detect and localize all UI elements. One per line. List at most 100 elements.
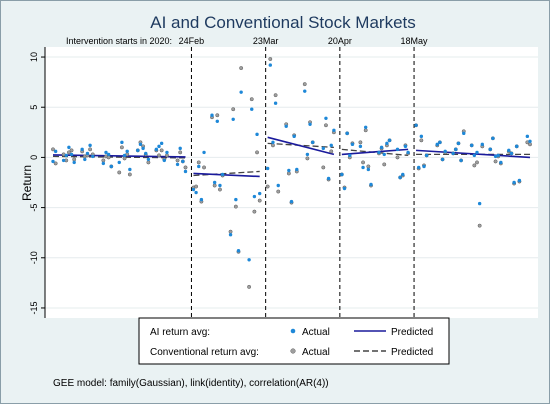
conv-actual-point — [72, 157, 77, 162]
conv-actual-point — [178, 150, 183, 155]
ai-actual-point — [212, 180, 217, 185]
conv-actual-point — [196, 160, 201, 165]
conv-actual-point — [419, 138, 424, 143]
ai-actual-point — [268, 63, 272, 67]
conv-actual-point — [302, 82, 307, 87]
conv-actual-point — [127, 172, 132, 177]
ai-actual-point — [64, 153, 68, 158]
conv-actual-point — [395, 155, 400, 160]
ai-actual-point — [305, 152, 310, 157]
actual-points — [51, 57, 532, 289]
conv-actual-point — [157, 153, 161, 158]
conv-actual-point — [273, 93, 278, 98]
ai-actual-point — [414, 123, 418, 127]
ai-actual-point — [239, 90, 243, 94]
ai-actual-point — [382, 152, 386, 157]
ai-actual-point — [80, 147, 84, 152]
ai-actual-point — [236, 249, 241, 253]
ai-actual-point — [462, 131, 466, 136]
conv-actual-point — [257, 198, 262, 203]
conv-actual-point — [88, 147, 93, 152]
ai-actual-point — [247, 258, 251, 262]
ai-actual-point — [369, 182, 373, 187]
ai-actual-point — [220, 172, 225, 177]
ai-actual-point — [438, 140, 442, 145]
ai-predicted-segment — [193, 172, 260, 178]
ai-actual-point — [377, 150, 381, 155]
ai-actual-point — [67, 145, 71, 150]
ai-actual-point — [218, 183, 222, 188]
ai-actual-point — [454, 147, 458, 152]
legend-ai-group: AI return avg: — [150, 327, 210, 338]
ai-actual-point — [342, 186, 347, 191]
ai-actual-point — [303, 89, 307, 93]
ai-actual-point — [250, 107, 254, 111]
legend-conv-predicted-label: Predicted — [391, 347, 433, 358]
ai-actual-point — [228, 232, 233, 237]
legend: AI return avg: Actual Predicted Conventi… — [138, 317, 450, 365]
ai-actual-point — [435, 142, 439, 147]
conv-actual-point — [202, 165, 207, 170]
conv-actual-point — [117, 170, 122, 175]
ai-actual-point — [385, 141, 389, 146]
ai-actual-point — [165, 150, 169, 155]
ai-predicted-segment — [52, 154, 186, 158]
ai-actual-point — [122, 153, 127, 158]
ai-actual-point — [162, 158, 166, 163]
conv-actual-point — [493, 159, 498, 164]
ai-actual-point — [472, 153, 477, 158]
ai-actual-point — [109, 164, 114, 169]
y-tick-label: 10 — [29, 52, 39, 62]
ai-actual-point — [234, 197, 238, 202]
y-tick-label: -10 — [29, 251, 39, 264]
conv-actual-point — [247, 284, 252, 289]
ai-actual-point — [496, 153, 500, 158]
conv-actual-point — [472, 163, 477, 168]
ai-actual-point — [398, 175, 402, 180]
y-axis-ticks: 10 5 0 -5 -10 -15 — [29, 52, 45, 314]
plot-area — [45, 47, 538, 318]
legend-box — [138, 317, 450, 365]
conv-actual-point — [366, 164, 371, 169]
ai-actual-point — [515, 144, 519, 149]
conv-actual-point — [175, 158, 180, 163]
ai-actual-point — [210, 113, 214, 117]
ai-actual-point — [470, 143, 474, 148]
ai-actual-point — [475, 150, 479, 155]
conv-actual-point — [215, 113, 220, 118]
ai-actual-point — [491, 136, 495, 141]
ai-predicted-segment — [267, 136, 335, 156]
ai-actual-point — [366, 167, 371, 172]
y-tick-label: -15 — [29, 301, 39, 314]
intervention-label: 18May — [401, 36, 429, 46]
ai-actual-point — [252, 194, 257, 199]
ai-actual-point — [106, 152, 111, 157]
legend-ai-predicted-label: Predicted — [391, 327, 433, 338]
conv-actual-point — [194, 184, 199, 189]
ai-actual-point — [183, 169, 188, 174]
ai-actual-point — [311, 140, 315, 145]
y-tick-label: -5 — [29, 204, 39, 212]
conv-actual-point — [165, 153, 169, 158]
ai-actual-point — [340, 172, 344, 177]
ai-actual-point — [419, 134, 424, 139]
ai-actual-point — [326, 176, 331, 181]
ai-actual-point — [499, 160, 503, 165]
conv-actual-point — [119, 145, 124, 150]
ai-actual-point — [271, 140, 275, 145]
conv-actual-point — [69, 148, 74, 153]
ai-actual-point — [255, 132, 259, 137]
ai-actual-point — [528, 139, 532, 144]
conv-actual-point — [358, 140, 363, 145]
ai-actual-point — [138, 142, 143, 147]
ai-actual-point — [120, 140, 124, 145]
ai-actual-point — [358, 144, 363, 149]
intervention-caption: Intervention starts in 2020: — [66, 36, 172, 46]
ai-actual-point — [477, 201, 482, 206]
ai-actual-point — [197, 164, 201, 169]
conv-actual-point — [286, 171, 291, 176]
conv-actual-point — [239, 66, 244, 71]
y-axis-label: Return — [20, 165, 34, 201]
ai-actual-point — [101, 161, 106, 166]
ai-actual-point — [273, 101, 278, 105]
